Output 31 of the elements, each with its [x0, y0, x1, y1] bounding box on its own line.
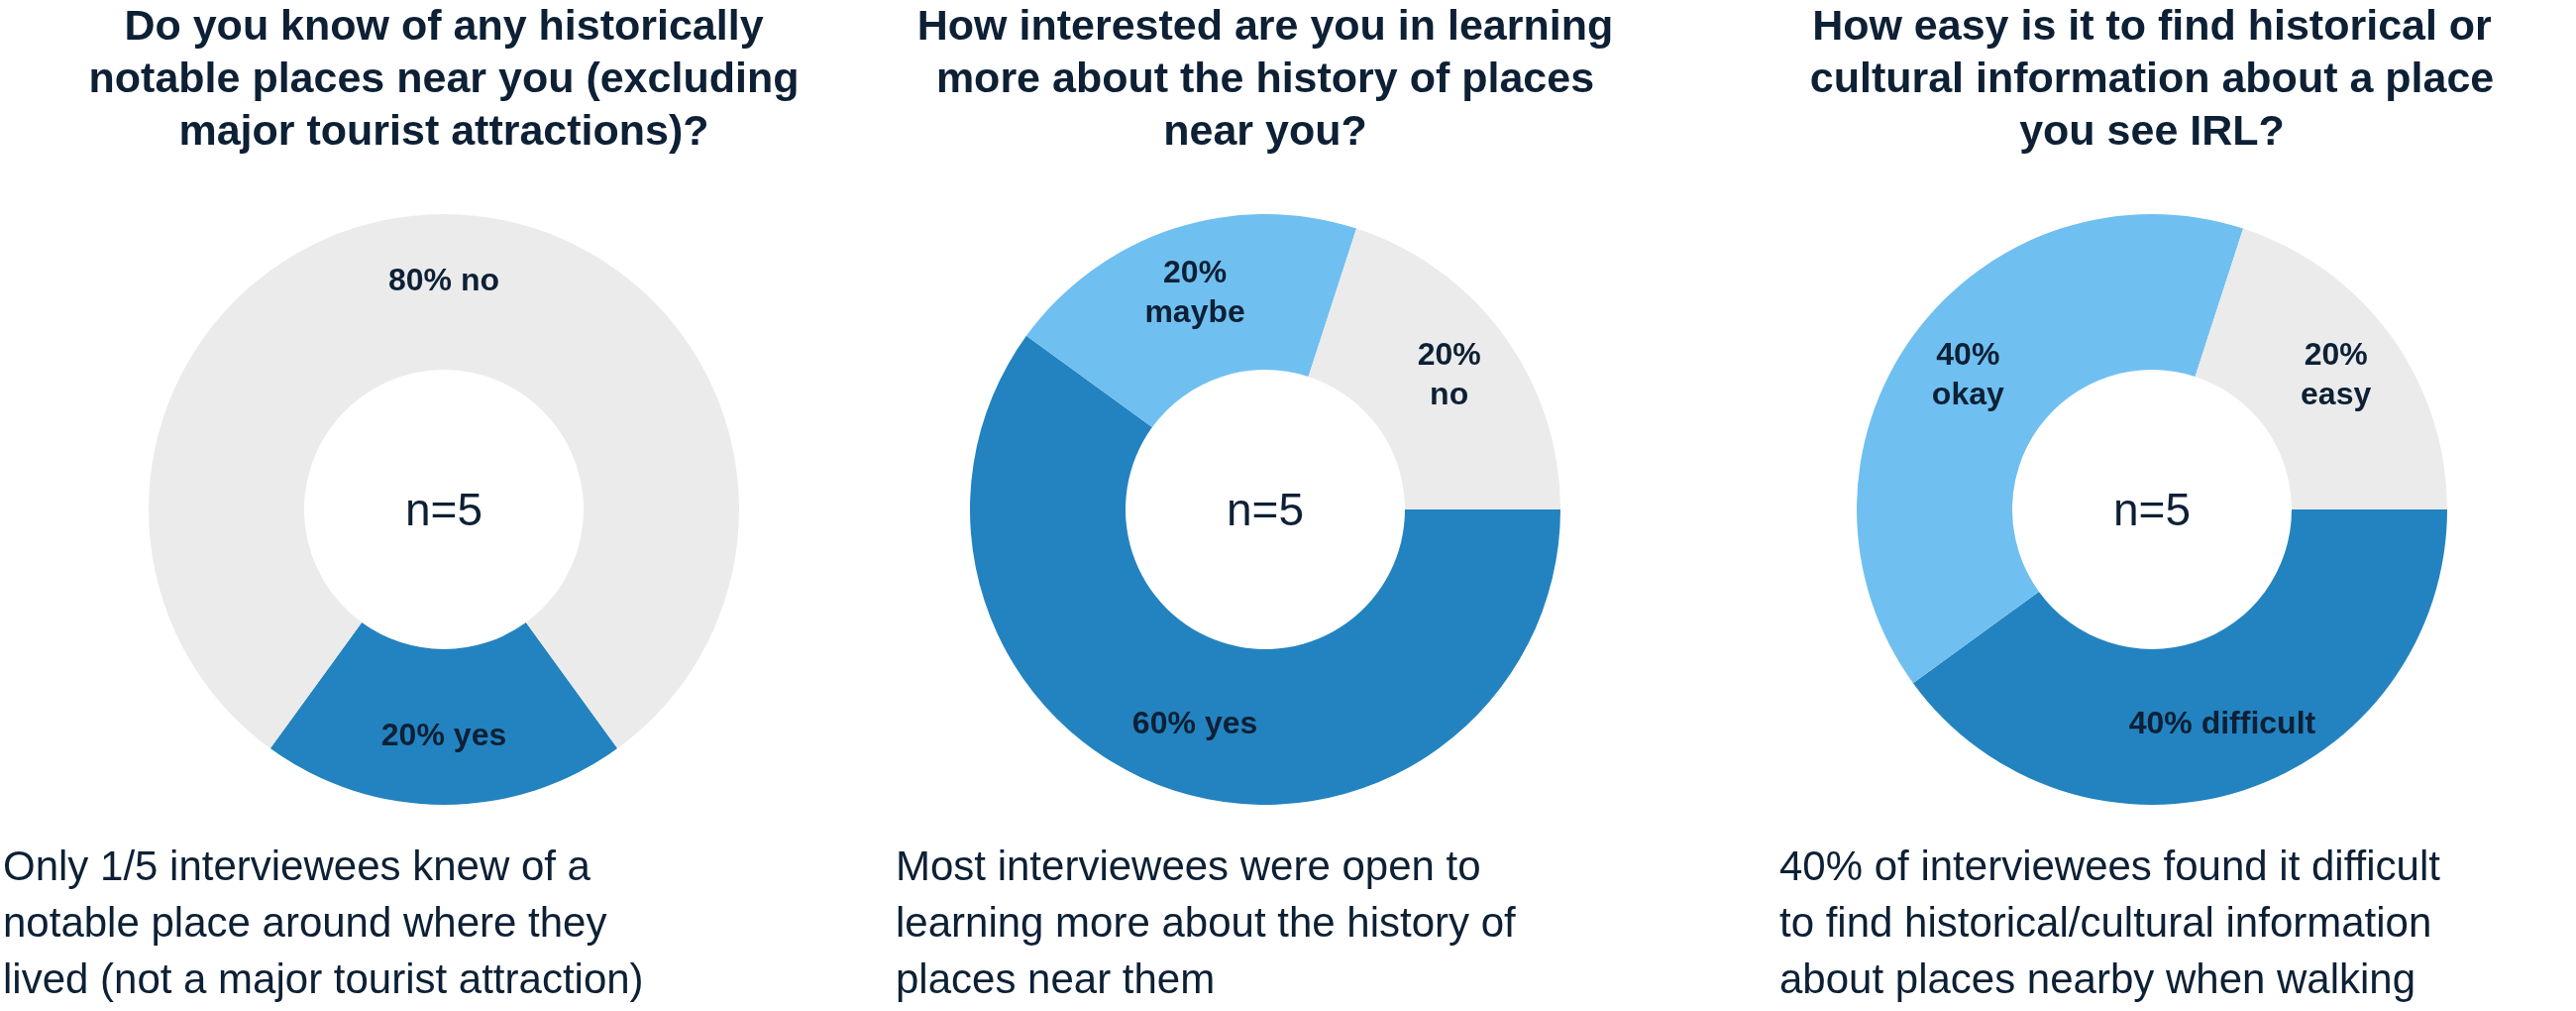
data-label: 40%	[2128, 705, 2193, 741]
slice-label: no	[1430, 376, 1469, 412]
slice-label: yes	[453, 716, 507, 752]
chart-title: How easy is it to find historical or cultural information about a place you see IRL?	[1809, 1, 2495, 154]
text: n=5	[1226, 484, 1305, 535]
chart-title: Do you know of any historically notable places near you (excluding major tourist attractions)?	[88, 1, 800, 154]
slice-label: yes	[1204, 705, 1258, 741]
text: Most interviewees were open to learning more about the history of places near them	[896, 842, 1517, 1002]
data-label: 20%	[380, 716, 445, 752]
donut-slice	[1308, 228, 1560, 509]
donut-slice	[1857, 214, 2244, 684]
text: Only 1/5 interviewees knew of a notable place around where they lived (not a major tourist attraction)	[3, 842, 644, 1002]
data-label: 20%	[1163, 254, 1228, 290]
slice-label: no	[460, 261, 500, 297]
donut-slice	[269, 622, 618, 805]
slice-label: maybe	[1144, 293, 1245, 330]
donut-slice	[2195, 228, 2447, 509]
data-label: 40%	[1936, 336, 2000, 373]
data-label: 60%	[1131, 705, 1196, 741]
data-label: 80%	[387, 261, 452, 297]
slice-label: okay	[1931, 376, 2004, 412]
donut-slice	[1025, 214, 1357, 428]
text: 40% of interviewees found it difficult to find historical/cultural information about places nearby when walking	[1779, 842, 2441, 1002]
data-label: 20%	[1417, 336, 1481, 373]
text: n=5	[404, 484, 483, 535]
slice-label: difficult	[2200, 705, 2316, 741]
text: n=5	[2112, 484, 2192, 535]
chart-title: How interested are you in learning more about the history of places near you?	[916, 1, 1614, 154]
donut-slice	[970, 335, 1560, 805]
data-label: 20%	[2304, 336, 2368, 373]
slice-label: easy	[2301, 376, 2372, 412]
